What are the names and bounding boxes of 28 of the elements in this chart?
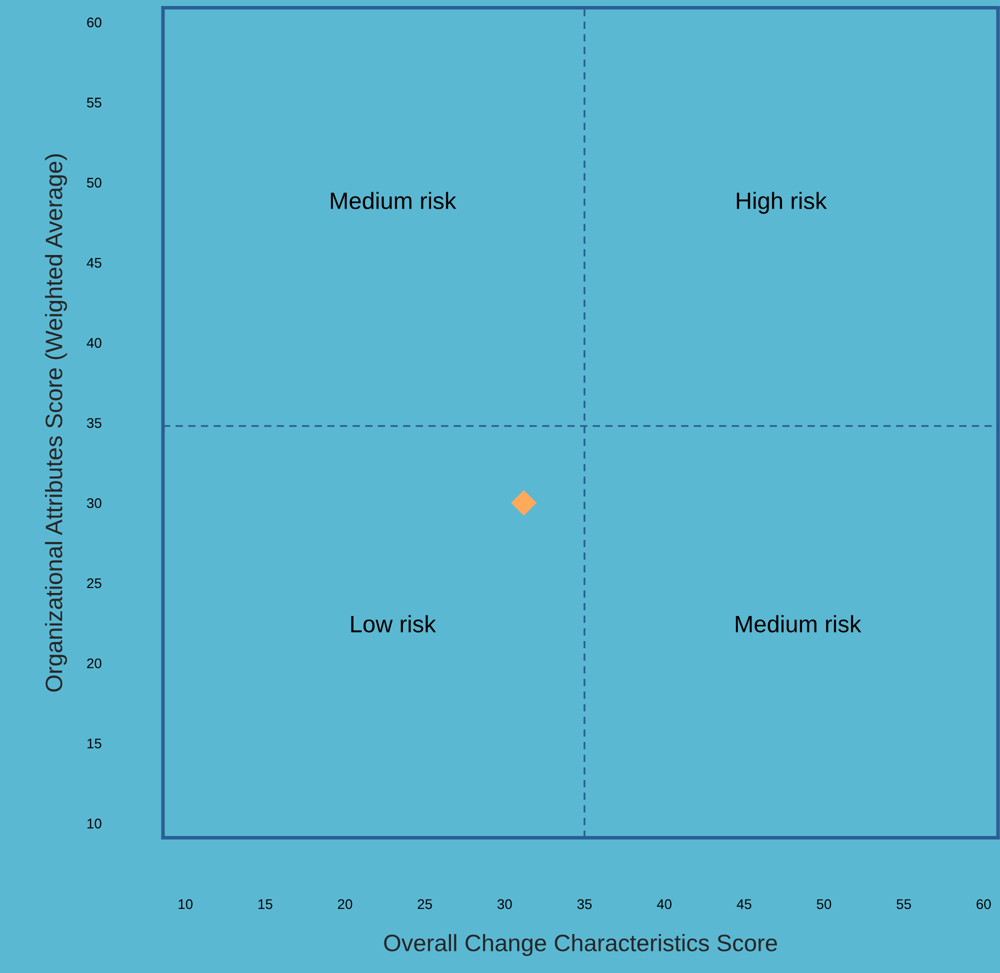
y-tick-label: 30 [86, 498, 102, 508]
x-tick-label: 15 [258, 899, 272, 910]
x-tick-label: 20 [338, 899, 352, 910]
y-tick-label: 45 [86, 258, 102, 268]
x-tick-label: 30 [497, 899, 512, 910]
y-tick-label: 50 [86, 178, 102, 188]
y-tick-label: 15 [88, 738, 102, 748]
annotation: Low risk [351, 615, 436, 632]
annotation: High risk [736, 192, 827, 214]
x-tick-label: 50 [816, 899, 832, 910]
y-tick-label: 35 [86, 418, 102, 428]
y-tick-label: 40 [86, 338, 102, 348]
y-tick-label: 10 [88, 818, 102, 828]
x-tick-label: 55 [896, 899, 911, 910]
x-tick-label: 40 [656, 899, 672, 910]
x-tick-label: 60 [976, 899, 991, 910]
x-tick-label: 35 [577, 899, 592, 910]
y-tick-label: 55 [86, 98, 102, 108]
x-axis-title: Overall Change Characteristics Score [384, 934, 777, 956]
y-tick-label: 25 [87, 578, 102, 588]
y-axis-title: Organizational Attributes Score (Weighted Average) [44, 154, 67, 692]
x-tick-label: 10 [178, 899, 193, 910]
y-tick-label: 20 [87, 658, 102, 668]
annotation: Medium risk [330, 192, 456, 210]
y-tick-label: 60 [87, 18, 102, 28]
x-tick-label: 45 [736, 899, 752, 910]
annotation: Medium risk [736, 615, 862, 632]
x-tick-label: 25 [418, 899, 432, 910]
